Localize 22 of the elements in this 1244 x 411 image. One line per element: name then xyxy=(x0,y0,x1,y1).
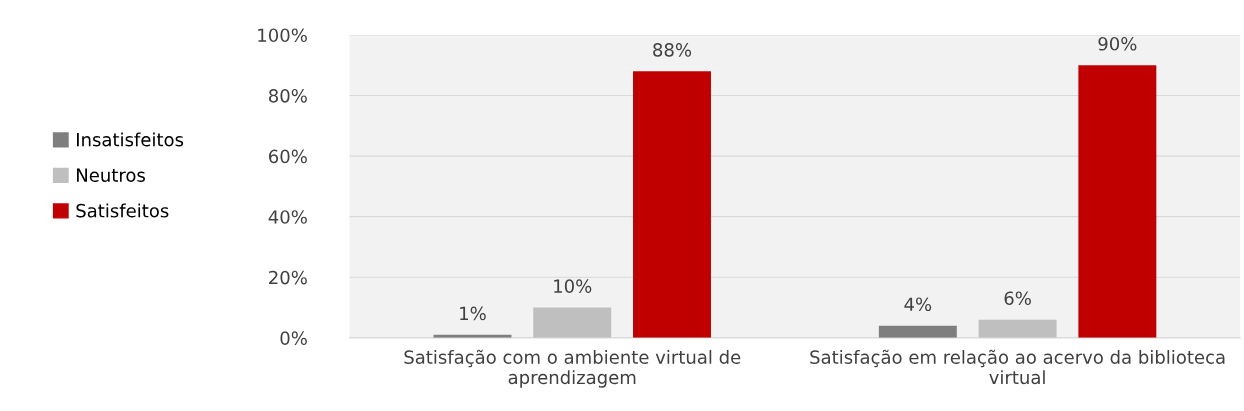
y-tick-label: 60% xyxy=(269,149,307,164)
text: 1% xyxy=(460,306,486,321)
x-tick-label: Satisfação com o ambiente virtual de aprendizagem xyxy=(404,349,741,388)
bar xyxy=(1078,65,1157,338)
y-tick-label: 0% xyxy=(280,331,307,345)
bar xyxy=(633,71,711,338)
y-tick-label: 40% xyxy=(268,210,307,224)
y-tick-label: 20% xyxy=(269,270,307,285)
text: 90% xyxy=(1098,36,1137,51)
text: 10% xyxy=(554,279,592,293)
legend-label: Satisfeitos xyxy=(76,203,169,218)
text: 88% xyxy=(653,43,692,57)
legend-label: Neutros xyxy=(77,168,145,182)
bar xyxy=(878,325,957,338)
text: 4% xyxy=(904,297,932,312)
bar xyxy=(978,319,1057,338)
y-tick-label: 80% xyxy=(268,88,307,103)
bar xyxy=(533,307,612,338)
y-tick-label: 100% xyxy=(258,28,307,43)
legend-label: Insatisfeitos xyxy=(77,132,184,147)
text: 6% xyxy=(1004,291,1031,306)
x-tick-label: Satisfação em relação ao acervo da biblioteca virtual xyxy=(810,349,1225,385)
